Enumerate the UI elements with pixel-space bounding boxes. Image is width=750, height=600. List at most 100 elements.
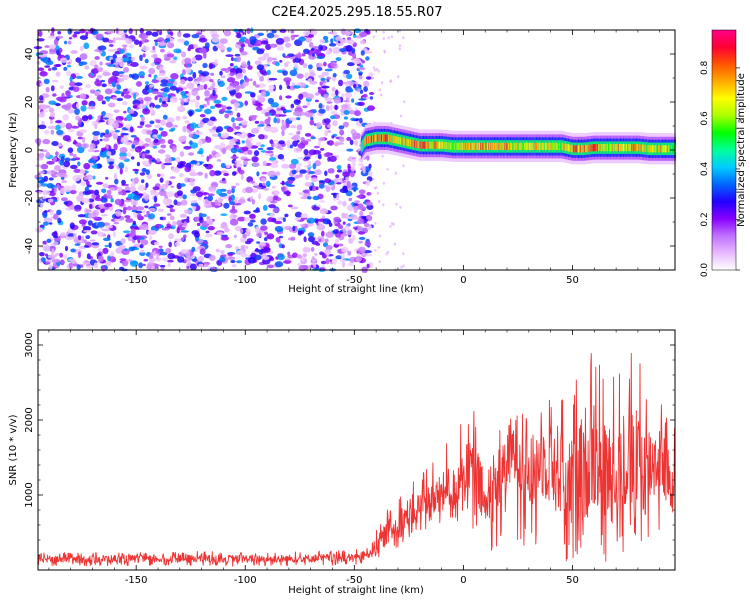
spectrogram-noise-cell	[390, 35, 394, 39]
spectrogram-noise-cell	[272, 57, 277, 61]
spectrogram-band-cell	[444, 141, 446, 150]
spectrogram-band-cell	[474, 142, 476, 150]
spectrogram-noise-cell	[306, 138, 312, 142]
spectrogram-band-cell	[554, 142, 556, 150]
spectrogram-noise-cell	[91, 68, 99, 74]
y-tick-label: 40	[24, 48, 35, 61]
spectrogram-band-cell	[540, 142, 542, 150]
spectrogram-noise-cell	[183, 234, 187, 239]
spectrogram-band-cell	[560, 142, 563, 150]
spectrogram-noise-cell	[335, 57, 342, 62]
spectrogram-noise-cell	[235, 141, 241, 145]
spectrogram-noise-cell	[104, 88, 113, 95]
spectrogram-noise-cell	[271, 185, 276, 189]
spectrogram-noise-cell	[176, 163, 184, 169]
spectrogram-band-cell	[458, 142, 460, 150]
spectrogram-noise-cell	[55, 151, 59, 157]
spectrogram-noise-cell	[210, 181, 219, 188]
spectrogram-noise-cell	[327, 140, 334, 146]
spectrogram-band-cell	[610, 144, 612, 152]
spectrogram-noise-cell	[253, 150, 260, 157]
spectrogram-noise-cell	[172, 221, 177, 227]
spectrogram-noise-cell	[153, 138, 159, 144]
spectrogram-band-cell	[651, 145, 653, 153]
spectrogram-noise-cell	[193, 43, 199, 49]
spectrogram-noise-cell	[196, 77, 202, 82]
spectrogram-noise-cell	[88, 198, 95, 203]
spectrogram-band-cell	[603, 144, 605, 152]
spectrogram-noise-cell	[117, 77, 124, 83]
spectrogram-noise-cell	[325, 151, 331, 158]
spectrogram-noise-cell	[284, 213, 289, 218]
spectrogram-band-cell	[366, 136, 368, 144]
spectrogram-band-cell	[534, 142, 536, 150]
spectrogram-band-cell	[433, 141, 435, 149]
spectrogram-band-cell	[515, 142, 518, 150]
spectrogram-noise-cell	[255, 103, 263, 107]
spectrogram-noise-cell	[398, 47, 401, 51]
spectrogram-band-cell	[427, 141, 429, 149]
spectrogram-noise-cell	[315, 242, 321, 246]
spectrogram-noise-cell	[167, 95, 172, 99]
spectrogram-band-cell	[410, 139, 412, 147]
spectrogram-noise-cell	[250, 92, 256, 98]
spectrogram-noise-cell	[270, 200, 278, 204]
spectrogram-noise-cell	[251, 156, 259, 163]
spectrogram-band-cell	[578, 145, 580, 153]
spectrogram-noise-cell	[69, 81, 76, 87]
spectrogram-noise-cell	[359, 31, 368, 38]
spectrogram-noise-cell	[274, 113, 282, 118]
spectrogram-noise-cell	[358, 163, 364, 166]
spectrogram-band-cell	[442, 141, 444, 149]
spectrogram-band-cell	[541, 142, 543, 150]
spectrogram-noise-cell	[305, 174, 309, 181]
spectrogram-band-cell	[653, 145, 655, 153]
spectrogram-noise-cell	[333, 216, 341, 223]
spectrogram-noise-cell	[189, 263, 197, 271]
spectrogram-band-cell	[421, 141, 423, 149]
spectrogram-noise-cell	[125, 38, 133, 45]
spectrogram-band-cell	[507, 142, 509, 150]
spectrogram-band-cell	[396, 136, 398, 144]
spectrogram-noise-cell	[342, 221, 346, 225]
spectrogram-band-cell	[451, 142, 453, 150]
spectrogram-band-cell	[413, 140, 415, 148]
spectrogram-noise-cell	[245, 228, 252, 233]
spectrogram-noise-cell	[103, 203, 113, 208]
spectrogram-band-cell	[586, 144, 588, 153]
spectrogram-band-cell	[397, 136, 399, 144]
spectrogram-noise-cell	[314, 92, 320, 96]
spectrogram-noise-cell	[257, 95, 262, 99]
spectrogram-band-cell	[452, 142, 454, 150]
colorbar-label: Normalized spectral amplitude	[736, 73, 747, 227]
spectrogram-noise-cell	[320, 77, 326, 82]
spectrogram-noise-cell	[166, 223, 172, 228]
spectrogram-band-cell	[666, 145, 668, 153]
spectrogram-noise-cell	[205, 230, 210, 234]
colorbar: 0.00.20.40.60.8 Normalized spectral ampl…	[700, 29, 747, 277]
snr-series	[37, 352, 676, 567]
spectrogram-noise-cell	[90, 239, 96, 242]
spectrogram-noise-cell	[325, 258, 330, 265]
spectrogram-noise-cell	[285, 95, 292, 99]
spectrogram-noise-cell	[165, 121, 173, 128]
spectrogram-band-cell	[414, 140, 416, 148]
spectrogram-noise-cell	[166, 53, 175, 58]
spectrogram-band-cell	[644, 144, 646, 152]
spectrogram-noise-cell	[248, 78, 253, 82]
spectrogram-noise-cell	[214, 103, 222, 108]
spectrogram-noise-cell	[272, 190, 280, 196]
spectrogram-noise-cell	[289, 69, 298, 77]
spectrogram-noise-cell	[236, 55, 242, 63]
spectrogram-noise-cell	[356, 253, 361, 256]
spectrogram-band-cell	[649, 145, 651, 153]
spectrogram-band-cell	[382, 134, 384, 142]
spectrogram-noise-cell	[150, 230, 157, 235]
spectrogram-noise-cell	[256, 171, 260, 177]
spectrogram-band-cell	[554, 142, 556, 150]
spectrogram-noise-cell	[340, 112, 345, 116]
spectrogram-noise-cell	[151, 159, 158, 163]
spectrogram-noise-cell	[231, 204, 235, 212]
spectrogram-band-cell	[646, 144, 648, 153]
spectrogram-noise-cell	[72, 33, 78, 38]
